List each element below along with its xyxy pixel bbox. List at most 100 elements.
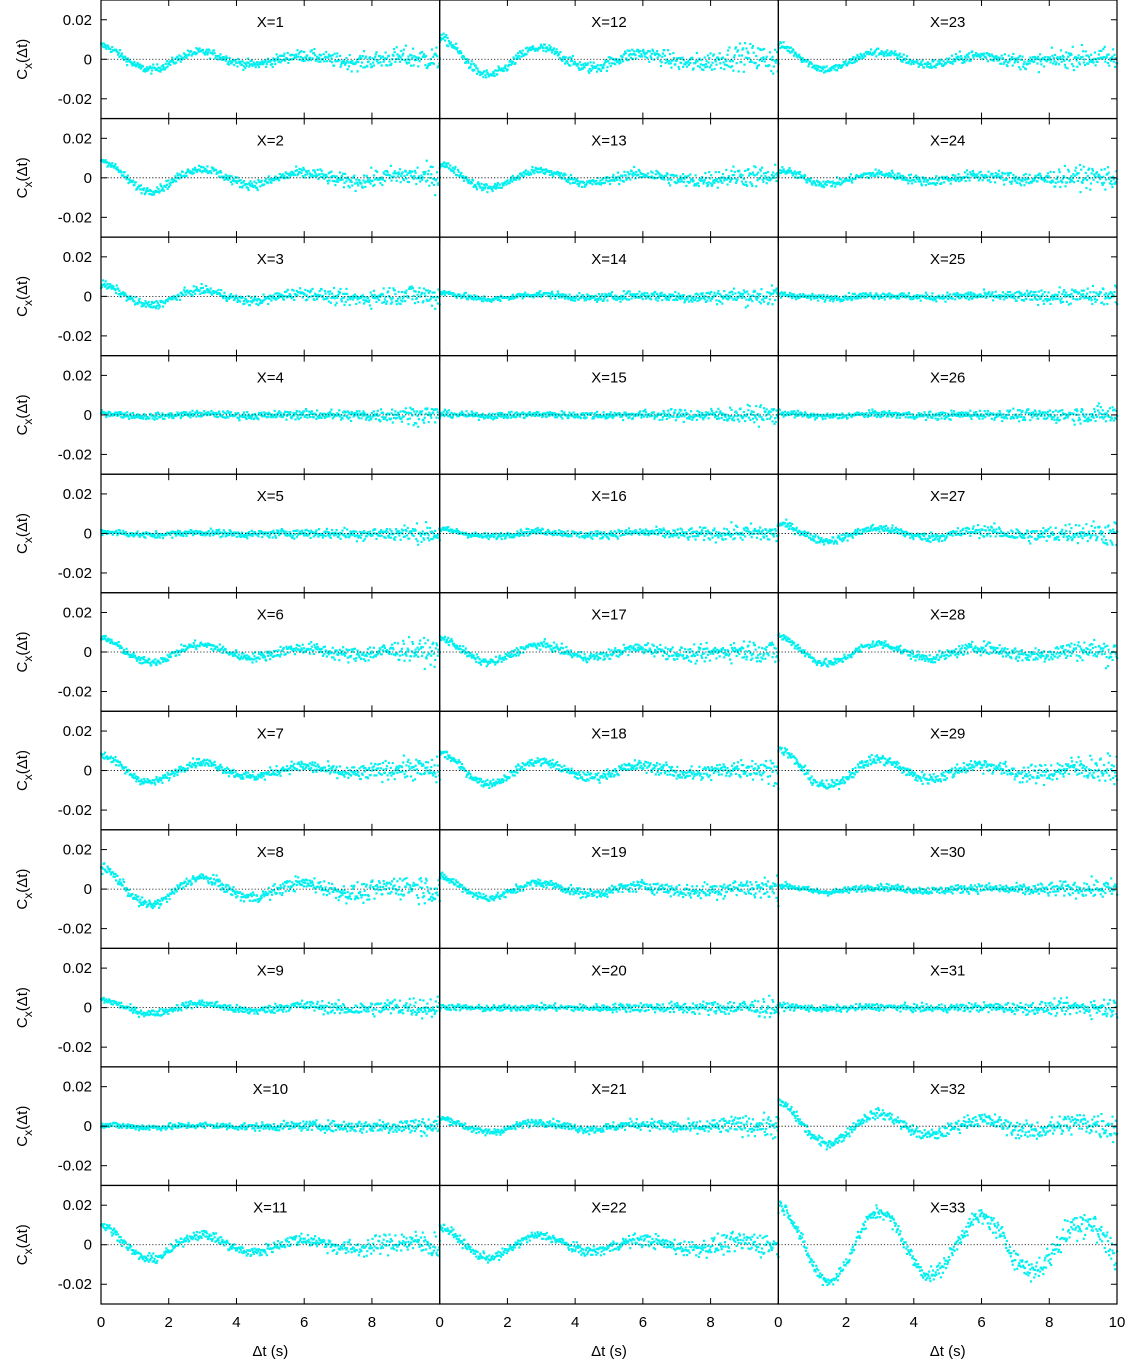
data-point <box>259 413 263 416</box>
data-point <box>1029 290 1033 293</box>
data-point <box>342 292 345 295</box>
data-point <box>1033 178 1036 182</box>
data-point <box>186 412 189 416</box>
data-point <box>391 58 394 61</box>
data-point <box>510 176 513 179</box>
data-point <box>264 180 267 183</box>
data-point <box>556 50 559 54</box>
data-point <box>104 280 107 283</box>
data-point <box>637 173 640 177</box>
data-point <box>324 292 327 295</box>
data-point <box>1016 58 1019 61</box>
data-point <box>828 299 832 302</box>
data-point <box>184 293 188 296</box>
data-point <box>872 297 875 300</box>
data-point <box>800 174 803 177</box>
data-point <box>918 178 921 181</box>
data-point <box>1087 298 1091 301</box>
data-point <box>1059 299 1062 302</box>
data-point <box>253 180 256 183</box>
data-point <box>788 46 791 49</box>
data-point <box>637 168 640 171</box>
data-point <box>355 302 358 306</box>
data-point <box>542 293 545 296</box>
data-point <box>1095 171 1098 174</box>
data-point <box>834 296 837 299</box>
data-point <box>973 176 976 179</box>
data-point <box>122 58 126 61</box>
data-point <box>151 306 154 309</box>
data-point <box>833 181 836 185</box>
data-point <box>888 292 891 295</box>
data-point <box>1085 62 1089 65</box>
data-point <box>430 48 434 51</box>
data-point <box>668 59 671 63</box>
data-point <box>786 49 789 52</box>
data-point <box>338 178 341 181</box>
data-point <box>521 175 524 178</box>
data-point <box>679 297 682 301</box>
data-point <box>479 73 482 77</box>
data-point <box>235 296 238 299</box>
data-point <box>139 188 142 191</box>
data-point <box>1048 56 1051 59</box>
data-point <box>313 298 316 302</box>
data-point <box>317 60 320 63</box>
data-point <box>603 61 606 64</box>
data-point <box>979 293 982 296</box>
data-point <box>139 301 143 304</box>
data-point <box>356 70 359 73</box>
data-point <box>680 180 683 183</box>
data-point <box>640 296 643 299</box>
data-point <box>867 51 870 54</box>
data-point <box>381 55 385 58</box>
data-point <box>314 294 317 297</box>
data-point <box>569 173 573 177</box>
data-point <box>922 177 925 180</box>
data-point <box>182 294 185 297</box>
data-point <box>167 179 170 182</box>
data-point <box>1102 181 1106 184</box>
data-point <box>571 176 574 180</box>
data-point <box>580 296 583 299</box>
data-point <box>802 177 805 180</box>
data-point <box>292 289 295 292</box>
data-point <box>823 71 826 74</box>
data-point <box>416 56 419 59</box>
data-point <box>802 293 805 296</box>
data-point <box>1011 293 1014 296</box>
data-point <box>247 188 250 192</box>
data-point <box>766 178 769 181</box>
data-point <box>418 60 421 63</box>
data-point <box>300 411 303 415</box>
data-point <box>749 42 752 46</box>
data-point <box>866 52 869 55</box>
data-point <box>202 166 205 169</box>
data-point <box>251 184 254 187</box>
data-point <box>233 414 236 417</box>
data-point <box>465 60 468 63</box>
data-point <box>210 409 213 413</box>
data-point <box>1080 293 1083 296</box>
data-point <box>261 300 264 304</box>
data-point <box>339 287 342 291</box>
data-point <box>568 56 571 59</box>
data-point <box>1110 292 1113 295</box>
data-point <box>515 293 518 297</box>
data-point <box>640 55 644 58</box>
data-point <box>203 51 206 54</box>
data-point <box>144 192 147 195</box>
data-point <box>695 60 698 63</box>
data-point <box>1052 296 1055 299</box>
data-point <box>1061 177 1065 180</box>
data-point <box>1097 57 1100 60</box>
data-point <box>1008 180 1012 184</box>
data-point <box>344 300 347 303</box>
data-point <box>424 180 428 183</box>
data-point <box>318 290 321 293</box>
data-point <box>759 48 762 52</box>
data-point <box>245 299 248 302</box>
data-point <box>695 51 698 55</box>
data-point <box>544 171 547 174</box>
data-point <box>1107 297 1110 300</box>
